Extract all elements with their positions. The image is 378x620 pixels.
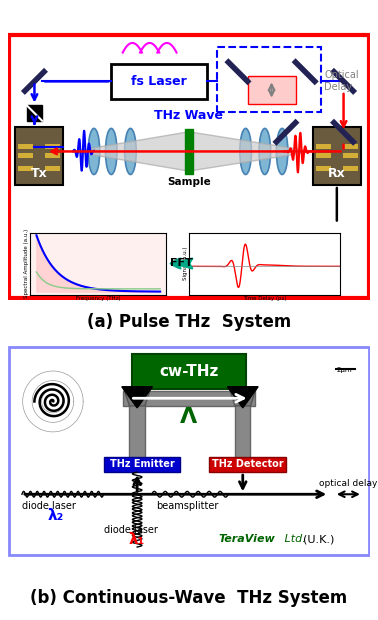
Bar [132,354,246,389]
Bar [123,391,255,406]
Text: cw-THz: cw-THz [159,364,219,379]
Text: λ₂: λ₂ [47,508,64,523]
X-axis label: Frequency (THz): Frequency (THz) [76,296,121,301]
Bar [104,457,180,472]
Bar [18,166,34,171]
Bar [45,144,60,149]
Text: TeraView: TeraView [219,534,276,544]
Bar [342,166,358,171]
Bar [130,396,145,463]
X-axis label: Time Delay (ps): Time Delay (ps) [243,296,287,301]
Polygon shape [73,132,186,171]
Text: diode laser: diode laser [22,501,76,511]
Bar [45,153,60,158]
Text: 50 μm: 50 μm [13,433,36,440]
Text: FFT: FFT [170,259,193,268]
Text: Optical: Optical [324,69,359,79]
Ellipse shape [105,128,117,174]
Text: Ltd.: Ltd. [281,534,306,544]
Y-axis label: Spectral Amplitude (a.u.): Spectral Amplitude (a.u.) [24,229,29,298]
Ellipse shape [259,128,271,174]
Ellipse shape [125,128,136,174]
Text: λ₁: λ₁ [129,532,145,547]
Polygon shape [192,132,313,171]
Bar [18,153,34,158]
Text: THz Wave: THz Wave [155,109,223,122]
Bar [45,166,60,171]
Bar [235,396,251,463]
Text: Rx: Rx [328,167,346,180]
Ellipse shape [240,128,251,174]
Bar [185,130,193,174]
Bar [342,144,358,149]
Text: diode laser: diode laser [104,525,157,535]
Bar [316,166,331,171]
Text: Delay: Delay [324,82,352,92]
Text: Tx: Tx [31,167,48,180]
Bar [316,153,331,158]
Bar [316,144,331,149]
Text: (a) Pulse THz  System: (a) Pulse THz System [87,313,291,332]
Y-axis label: Signal (a.u.): Signal (a.u.) [183,247,187,280]
Bar [111,64,207,99]
Text: (b) Continuous-Wave  THz System: (b) Continuous-Wave THz System [30,589,348,608]
Text: Sample: Sample [167,177,211,187]
Polygon shape [122,387,152,408]
Bar [209,457,286,472]
Bar [248,76,296,104]
Bar [18,144,34,149]
Bar [217,46,321,112]
Bar [27,105,42,121]
Polygon shape [124,389,150,406]
Text: Λ: Λ [180,407,198,427]
Text: optical delay: optical delay [319,479,378,487]
Text: THz Emitter: THz Emitter [110,459,174,469]
Ellipse shape [88,128,100,174]
Bar [342,153,358,158]
Text: THz Detector: THz Detector [212,459,284,469]
Bar [313,128,361,185]
Polygon shape [229,389,256,406]
Text: beamsplitter: beamsplitter [156,501,219,511]
Text: fs Laser: fs Laser [132,75,187,88]
Polygon shape [228,387,258,408]
Ellipse shape [276,128,288,174]
Text: (U.K.): (U.K.) [303,534,335,544]
Bar [15,128,63,185]
Text: 2μm: 2μm [336,367,352,373]
